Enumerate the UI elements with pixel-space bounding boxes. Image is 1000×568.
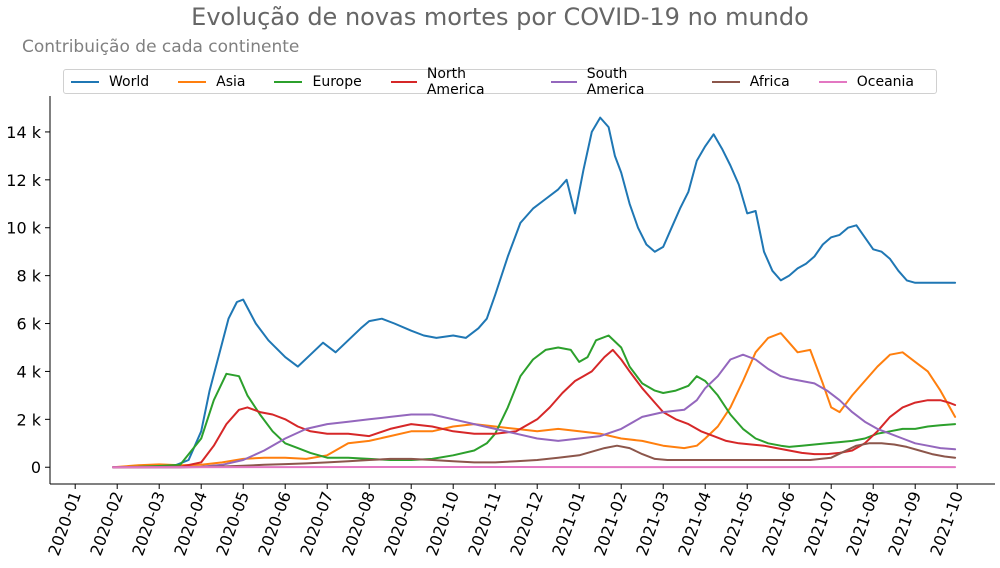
y-tick-label: 8 k xyxy=(16,267,41,286)
x-tick-label: 2020-01 xyxy=(44,489,85,558)
chart-title: Evolução de novas mortes por COVID-19 no… xyxy=(191,3,809,31)
y-tick-label: 10 k xyxy=(6,219,41,238)
x-tick-label: 2021-02 xyxy=(590,489,631,558)
legend-item-europe: Europe xyxy=(274,73,362,90)
legend-item-oceania: Oceania xyxy=(818,73,914,90)
x-tick-label: 2021-08 xyxy=(842,489,883,558)
legend-swatch xyxy=(178,80,207,83)
x-tick-label: 2020-04 xyxy=(170,489,211,558)
x-tick-label: 2020-03 xyxy=(128,489,169,558)
x-tick-label: 2020-09 xyxy=(380,489,421,558)
legend-item-north-america: North America xyxy=(390,65,522,98)
y-tick-label: 2 k xyxy=(16,410,41,429)
chart-legend: World Asia Europe North America South Americ… xyxy=(63,66,937,98)
series-line-europe xyxy=(112,334,957,469)
x-tick-label: 2020-05 xyxy=(212,489,253,558)
legend-label: North America xyxy=(426,65,485,98)
series-line-africa xyxy=(112,442,957,469)
series-line-asia xyxy=(112,332,957,469)
chart-subtitle: Contribuição de cada continente xyxy=(22,37,300,57)
legend-label: World xyxy=(109,73,150,90)
legend-label: Africa xyxy=(749,73,790,90)
legend-swatch xyxy=(390,80,417,83)
y-tick-label: 4 k xyxy=(16,362,41,381)
legend-label: Europe xyxy=(312,73,362,90)
x-tick-label: 2020-08 xyxy=(338,489,379,558)
legend-swatch xyxy=(71,80,99,83)
x-tick-label: 2020-06 xyxy=(254,489,295,558)
x-tick-label: 2021-09 xyxy=(884,489,925,558)
x-tick-label: 2021-05 xyxy=(716,489,757,558)
y-tick-label: 12 k xyxy=(6,171,41,190)
chart-series xyxy=(112,116,957,469)
legend-item-asia: Asia xyxy=(178,74,245,90)
legend-item-south-america: South America xyxy=(550,65,683,98)
y-tick-label: 6 k xyxy=(16,315,41,334)
legend-label: Oceania xyxy=(856,73,914,90)
x-tick-label: 2021-10 xyxy=(926,489,967,558)
series-line-north-america xyxy=(112,348,957,469)
legend-swatch xyxy=(274,80,303,83)
x-tick-label: 2020-07 xyxy=(296,489,337,558)
legend-swatch xyxy=(550,80,577,83)
x-tick-label: 2020-11 xyxy=(464,489,505,558)
x-tick-label: 2021-03 xyxy=(632,489,673,558)
legend-label: South America xyxy=(586,65,645,98)
legend-swatch xyxy=(711,80,740,83)
series-line-world xyxy=(112,116,957,469)
x-tick-label: 2020-10 xyxy=(422,489,463,558)
series-line-south-america xyxy=(112,353,957,469)
legend-label: Asia xyxy=(216,73,246,90)
y-tick-label: 14 k xyxy=(6,123,41,142)
x-tick-label: 2021-06 xyxy=(758,489,799,558)
x-tick-label: 2020-12 xyxy=(506,489,547,558)
legend-item-world: World xyxy=(71,74,149,90)
legend-item-africa: Africa xyxy=(711,73,790,90)
x-tick-label: 2021-04 xyxy=(674,489,715,558)
x-tick-label: 2021-07 xyxy=(800,489,841,558)
y-tick-label: 0 xyxy=(31,458,41,477)
x-tick-label: 2020-02 xyxy=(86,489,127,558)
x-tick-label: 2021-01 xyxy=(548,489,589,558)
legend-swatch xyxy=(818,80,847,83)
